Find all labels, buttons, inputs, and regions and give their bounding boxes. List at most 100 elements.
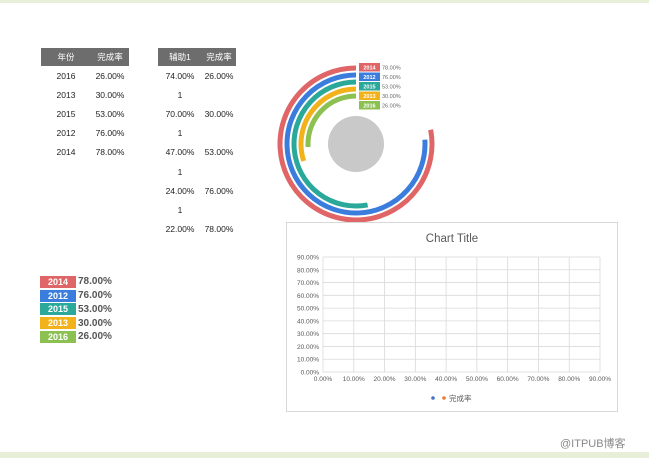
header-rate[interactable]: 完成率: [206, 52, 232, 62]
header-year[interactable]: 年份: [57, 52, 75, 62]
helper-table: 辅助1 完成率 74.00% 26.00% 1 70.00% 30.00% 1 47.00%…: [158, 48, 236, 239]
table-cell[interactable]: 76.00%: [204, 185, 234, 196]
y-tick-label: 40.00%: [297, 318, 319, 325]
table-cell[interactable]: 22.00%: [165, 224, 195, 235]
table-row: 2016 26.00%: [41, 66, 129, 85]
table-header: 辅助1 完成率: [158, 48, 236, 66]
ring-2016[interactable]: [305, 93, 357, 148]
year-rate-table: 年份 完成率 2016 26.00% 2013 30.00% 2015 53.00% 201…: [41, 48, 129, 162]
legend-label[interactable]: 完成率: [449, 393, 472, 403]
table-row: 47.00% 53.00%: [158, 143, 236, 162]
ring-label-box: [359, 72, 380, 81]
table-cell[interactable]: 2013: [56, 89, 76, 100]
table-cell[interactable]: 70.00%: [165, 108, 195, 119]
table-cell[interactable]: 1: [177, 204, 183, 215]
center-circle: [328, 116, 384, 172]
legend-value: 78.00%: [78, 276, 112, 288]
ring-label-box: [359, 82, 380, 91]
table-cell[interactable]: 2015: [56, 108, 76, 119]
table-row: 2015 53.00%: [41, 104, 129, 123]
table-header: 年份 完成率: [41, 48, 129, 66]
ring-label-value: 53.00%: [382, 85, 401, 91]
table-row: 2014 78.00%: [41, 143, 129, 162]
x-tick-label: 10.00%: [343, 376, 365, 383]
table-cell[interactable]: 26.00%: [204, 70, 234, 81]
legend-marker: [431, 396, 435, 400]
ring-2013[interactable]: [298, 86, 357, 162]
table-cell[interactable]: 1: [177, 128, 183, 139]
ring-label-year: 2014: [363, 66, 376, 72]
bottom-border: [0, 452, 649, 458]
header-rate[interactable]: 完成率: [97, 52, 123, 62]
chart-title[interactable]: Chart Title: [426, 233, 478, 245]
ring-label-year: 2016: [363, 104, 375, 110]
table-row: 1: [158, 85, 236, 104]
ring-label-box: [359, 91, 380, 100]
ring-label-box: [359, 63, 380, 72]
table-cell[interactable]: 47.00%: [165, 147, 195, 158]
y-tick-label: 60.00%: [297, 293, 319, 300]
table-cell[interactable]: 53.00%: [204, 147, 234, 158]
y-tick-label: 50.00%: [297, 306, 319, 313]
x-tick-label: 40.00%: [435, 376, 457, 383]
legend-value: 26.00%: [78, 331, 112, 343]
table-cell[interactable]: 2014: [56, 147, 76, 158]
table-row: 1: [158, 200, 236, 219]
table-cell[interactable]: 30.00%: [95, 89, 125, 100]
x-tick-label: 80.00%: [558, 376, 580, 383]
table-cell[interactable]: 2016: [56, 70, 76, 81]
table-cell[interactable]: 1: [177, 89, 183, 100]
legend-year: 2016: [40, 330, 76, 343]
y-tick-label: 0.00%: [301, 370, 320, 377]
legend-marker: [442, 396, 446, 400]
table-cell[interactable]: 24.00%: [165, 185, 195, 196]
ring-2015[interactable]: [291, 79, 369, 209]
table-row: 70.00% 30.00%: [158, 104, 236, 123]
legend-year: 2014: [40, 275, 76, 288]
table-cell[interactable]: 2012: [56, 128, 76, 139]
top-border: [0, 0, 649, 3]
y-tick-label: 20.00%: [297, 344, 319, 351]
year-legend: 2014 78.00% 2012 76.00% 2015 53.00% 2013 30.00%…: [40, 275, 112, 344]
ring-label-year: 2013: [363, 94, 375, 100]
table-row: 1: [158, 162, 236, 181]
legend-item: 2015 53.00%: [40, 303, 112, 317]
legend-value: 30.00%: [78, 317, 112, 329]
table-cell[interactable]: 30.00%: [204, 108, 234, 119]
y-tick-label: 80.00%: [297, 267, 319, 274]
x-tick-label: 70.00%: [527, 376, 549, 383]
legend-item: 2012 76.00%: [40, 289, 112, 303]
table-cell[interactable]: 26.00%: [95, 70, 125, 81]
legend-item: 2016 26.00%: [40, 330, 112, 344]
legend-item: 2014 78.00%: [40, 275, 112, 289]
ring-label-year: 2012: [363, 75, 375, 81]
x-tick-label: 90.00%: [589, 376, 611, 383]
table-cell[interactable]: 74.00%: [165, 70, 195, 81]
table-row: 2013 30.00%: [41, 85, 129, 104]
radial-bar-chart[interactable]: 2014 78.00% 2012 76.00% 2015 53.00% 2013 30.00%…: [270, 55, 450, 225]
x-tick-label: 20.00%: [374, 376, 396, 383]
legend-year: 2015: [40, 303, 76, 316]
header-helper[interactable]: 辅助1: [169, 52, 191, 62]
table-cell[interactable]: 78.00%: [95, 147, 125, 158]
table-cell[interactable]: 53.00%: [95, 108, 125, 119]
y-tick-label: 90.00%: [297, 255, 319, 262]
legend-item: 2013 30.00%: [40, 316, 112, 330]
ring-2014[interactable]: [277, 65, 435, 223]
ring-label-year: 2015: [363, 85, 375, 91]
y-tick-label: 30.00%: [297, 331, 319, 338]
legend-value: 53.00%: [78, 303, 112, 315]
ring-label-value: 26.00%: [382, 104, 401, 110]
watermark: @ITPUB博客: [560, 438, 626, 450]
scatter-chart[interactable]: Chart Title 0.00% 10.00% 20.00% 30.00% 40.00%…: [286, 222, 618, 412]
table-cell[interactable]: 76.00%: [95, 128, 125, 139]
x-tick-label: 60.00%: [497, 376, 519, 383]
ring-label-value: 78.00%: [382, 66, 401, 72]
ring-label-box: [359, 101, 380, 110]
legend-year: 2012: [40, 289, 76, 302]
ring-2012[interactable]: [284, 72, 428, 216]
table-cell[interactable]: 1: [177, 166, 183, 177]
y-tick-label: 70.00%: [297, 280, 319, 287]
y-tick-label: 10.00%: [297, 357, 319, 364]
table-cell[interactable]: 78.00%: [204, 224, 234, 235]
